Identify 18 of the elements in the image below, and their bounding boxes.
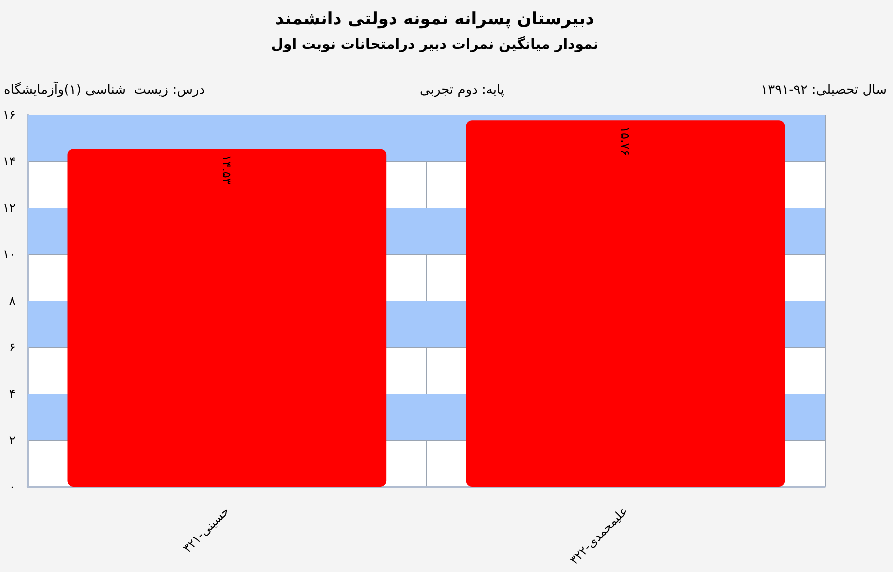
chart-subtitle: نمودار میانگین نمرات دبیر درامتحانات نوبت اول <box>271 36 599 53</box>
x-tick-label: علیمحمدی-۳۲۲ <box>567 504 631 568</box>
text: پایه: دوم تجربی <box>420 83 505 98</box>
text: درس: زیست شناسی (۱)وآزمایشگاه <box>4 81 206 98</box>
data-label: ۱۵.۷۶ <box>618 126 633 156</box>
y-tick-label: ۱۶ <box>3 108 16 122</box>
y-tick-label: ۱۰ <box>3 248 16 262</box>
chart-title: دبیرستان پسرانه نمونه دولتی دانشمند <box>276 10 595 30</box>
y-tick-label: ۸ <box>9 294 16 308</box>
data-label: ۱۴.۵۳ <box>220 155 234 186</box>
y-tick-label: ۴ <box>9 387 16 401</box>
x-tick-label: حسینی-۳۲۱ <box>180 504 232 556</box>
y-tick-label: ۱۲ <box>3 201 16 215</box>
y-tick-label: ۰ <box>9 480 16 494</box>
y-tick-label: ۲ <box>9 434 16 448</box>
text: سال تحصیلی: ۹۲-۱۳۹۱ <box>761 83 888 98</box>
y-tick-label: ۶ <box>9 340 16 354</box>
y-tick-label: ۱۴ <box>3 154 16 168</box>
